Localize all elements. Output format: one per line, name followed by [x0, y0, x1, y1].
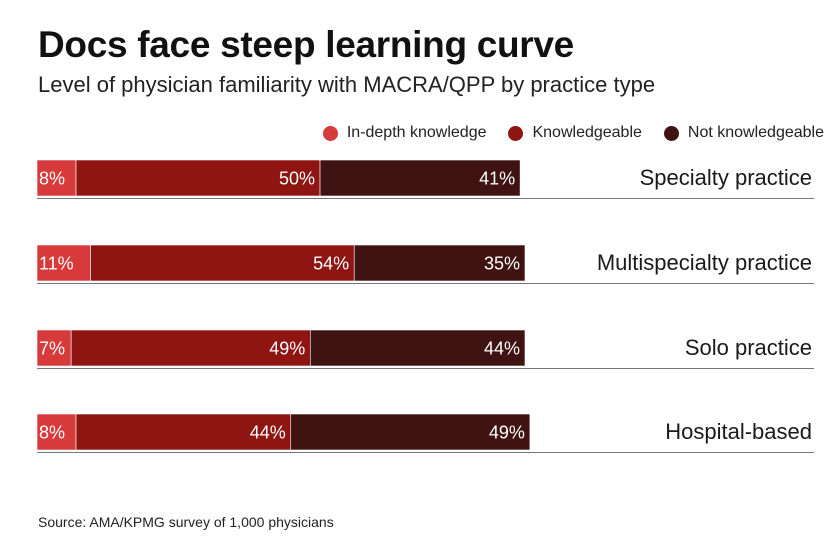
bar-row-solo-practice: 7% 49% 44% Solo practice — [36, 329, 814, 369]
bar-row-multispecialty-practice: 11% 54% 35% Multispecialty practice — [36, 244, 814, 284]
category-label-specialty-practice: Specialty practice — [640, 165, 812, 190]
bar-row-specialty-practice: 8% 50% 41% Specialty practice — [36, 159, 814, 199]
data-label-hospital-based-not-knowledgeable: 49% — [489, 423, 525, 443]
data-label-solo-practice-in-depth-knowledge: 7% — [39, 339, 65, 359]
bar-segment-hospital-based-knowledgeable — [75, 413, 292, 451]
chart-subtitle: Level of physician familiarity with MACR… — [38, 72, 656, 97]
bar-segment-hospital-based-in-depth-knowledge — [36, 413, 77, 451]
bar-row-hospital-based: 8% 44% 49% Hospital-based — [36, 413, 814, 453]
chart-title: Docs face steep learning curve — [38, 24, 574, 65]
legend-label-knowledgeable: Knowledgeable — [532, 124, 642, 141]
bar-segment-solo-practice-not-knowledgeable — [309, 329, 526, 367]
category-label-hospital-based: Hospital-based — [665, 419, 812, 444]
bar-segment-hospital-based-not-knowledgeable — [290, 413, 531, 451]
legend-swatch-in-depth — [322, 125, 338, 141]
bar-segment-specialty-practice-in-depth-knowledge — [36, 159, 77, 197]
data-label-multispecialty-practice-knowledgeable: 54% — [313, 254, 349, 274]
category-label-multispecialty-practice: Multispecialty practice — [597, 250, 812, 275]
legend-swatch-not-knowledgeable — [663, 125, 679, 141]
legend-swatch-knowledgeable — [508, 125, 524, 141]
legend-label-in-depth: In-depth knowledge — [346, 124, 487, 141]
source-note: Source: AMA/KPMG survey of 1,000 physici… — [38, 514, 334, 530]
legend-item-in-depth: In-depth knowledge — [322, 124, 487, 142]
bar-segment-specialty-practice-knowledgeable — [75, 159, 321, 197]
bar-segment-solo-practice-knowledgeable — [70, 329, 311, 367]
legend-label-not-knowledgeable: Not knowledgeable — [687, 124, 824, 141]
data-label-specialty-practice-not-knowledgeable: 41% — [479, 169, 515, 189]
data-label-specialty-practice-knowledgeable: 50% — [279, 169, 315, 189]
bar-segment-specialty-practice-not-knowledgeable — [319, 159, 521, 197]
bar-segment-multispecialty-practice-not-knowledgeable — [353, 244, 526, 282]
data-label-hospital-based-in-depth-knowledge: 8% — [39, 423, 65, 443]
stacked-bar-chart: 8% 50% 41% Specialty practice 11% 54% 35% Multi… — [36, 159, 814, 453]
data-label-multispecialty-practice-in-depth-knowledge: 11% — [39, 254, 74, 274]
legend-item-knowledgeable: Knowledgeable — [508, 124, 642, 142]
data-label-hospital-based-knowledgeable: 44% — [250, 423, 286, 443]
legend: In-depth knowledge Knowledgeable Not kno… — [322, 124, 824, 142]
data-label-specialty-practice-in-depth-knowledge: 8% — [39, 169, 65, 189]
data-label-solo-practice-not-knowledgeable: 44% — [484, 339, 520, 359]
category-label-solo-practice: Solo practice — [685, 335, 812, 360]
data-label-solo-practice-knowledgeable: 49% — [269, 339, 305, 359]
data-label-multispecialty-practice-not-knowledgeable: 35% — [484, 254, 520, 274]
legend-item-not-knowledgeable: Not knowledgeable — [663, 124, 824, 142]
